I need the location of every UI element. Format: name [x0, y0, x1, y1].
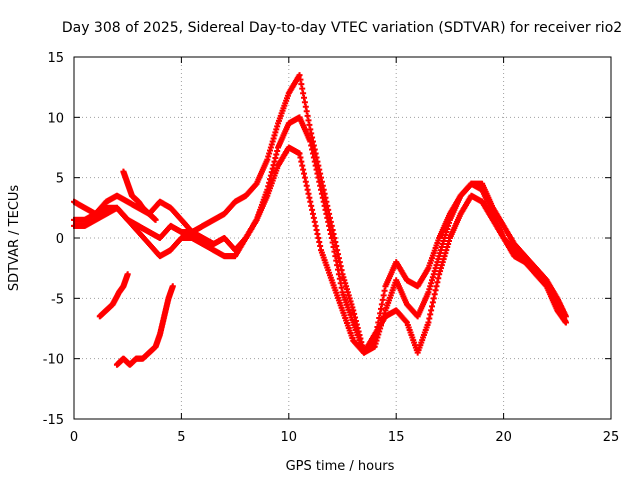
x-tick-label: 10 — [281, 430, 298, 445]
x-axis-label: GPS time / hours — [286, 459, 395, 474]
series-2 — [71, 144, 569, 356]
series-0 — [71, 114, 569, 356]
x-tick-label: 20 — [495, 430, 512, 445]
y-axis-label: SDTVAR / TECUs — [7, 185, 22, 292]
chart-title: Day 308 of 2025, Sidereal Day-to-day VTE… — [62, 20, 622, 36]
data-point — [124, 271, 131, 278]
series-3 — [113, 283, 176, 368]
x-tick-label: 15 — [388, 430, 405, 445]
series-4 — [96, 271, 131, 320]
y-tick-label: -10 — [43, 353, 64, 368]
x-tick-label: 25 — [603, 430, 620, 445]
series-5 — [120, 168, 159, 223]
y-tick-label: 0 — [56, 232, 64, 247]
y-tick-label: -5 — [51, 292, 64, 307]
y-tick-label: 10 — [47, 111, 64, 126]
data-point — [169, 283, 176, 290]
data-points — [71, 72, 569, 368]
y-tick-label: 5 — [56, 172, 64, 187]
axis-ticks: 0 5 10 15 20 25 -15 -10 -5 0 5 10 15 — [43, 51, 620, 445]
y-tick-label: 15 — [47, 51, 64, 66]
data-point — [152, 216, 159, 223]
data-point — [562, 319, 569, 326]
y-tick-label: -15 — [43, 413, 64, 428]
x-tick-label: 5 — [177, 430, 185, 445]
x-tick-label: 0 — [70, 430, 78, 445]
